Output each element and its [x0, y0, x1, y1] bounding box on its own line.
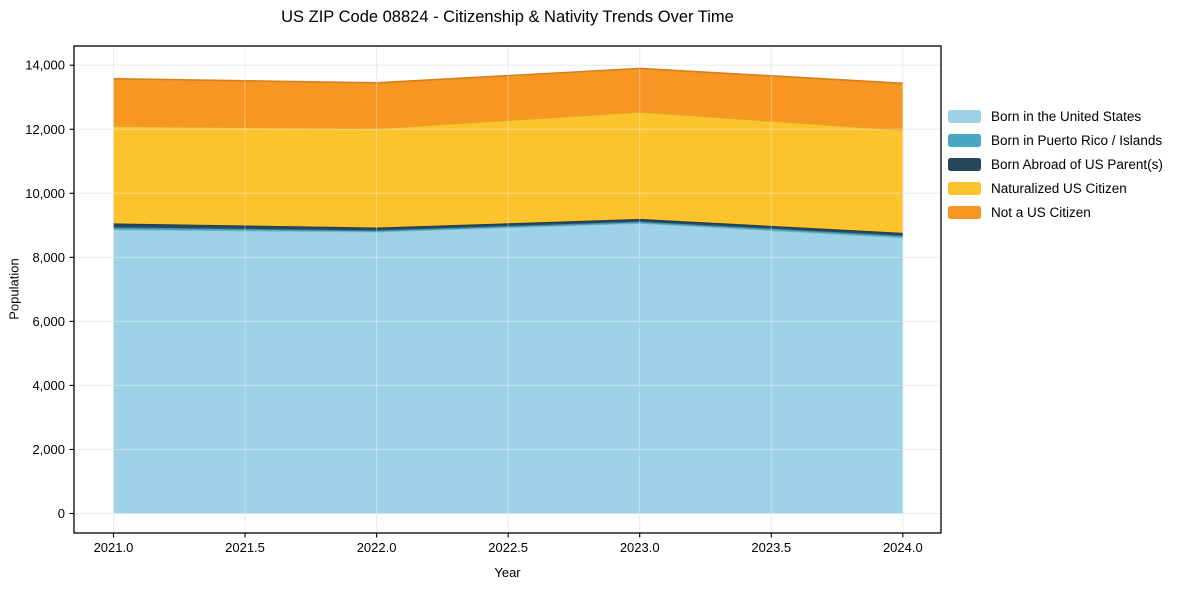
y-tick-label: 12,000	[25, 122, 65, 137]
y-tick-label: 8,000	[32, 250, 65, 265]
area-edge-not-a-us-citizen	[113, 67, 903, 85]
legend-item-label: Not a US Citizen	[991, 204, 1091, 220]
legend-swatch-icon	[948, 181, 981, 195]
legend-item-label: Naturalized US Citizen	[991, 180, 1127, 196]
x-tick-label: 2023.0	[620, 540, 660, 555]
legend-item-born-in-puerto-rico-islands: Born in Puerto Rico / Islands	[948, 128, 1163, 152]
plot-border	[73, 45, 942, 534]
area-not-a-us-citizen	[113, 68, 903, 131]
y-tick-label: 6,000	[32, 314, 65, 329]
x-tick-label: 2023.5	[751, 540, 791, 555]
legend-item-naturalized-us-citizen: Naturalized US Citizen	[948, 176, 1163, 200]
x-tick-label: 2021.0	[94, 540, 134, 555]
y-tick-label: 2,000	[32, 442, 65, 457]
legend-swatch-icon	[948, 109, 981, 123]
y-tick-label: 10,000	[25, 186, 65, 201]
chart-title: US ZIP Code 08824 - Citizenship & Nativi…	[281, 8, 734, 26]
legend-item-label: Born in Puerto Rico / Islands	[991, 132, 1163, 148]
y-tick-label: 0	[58, 506, 65, 521]
y-axis-label: Population	[6, 258, 22, 320]
x-tick-label: 2024.0	[883, 540, 923, 555]
x-tick-label: 2022.0	[357, 540, 397, 555]
legend-item-label: Born in the United States	[991, 108, 1142, 124]
legend-item-not-a-us-citizen: Not a US Citizen	[948, 200, 1163, 224]
y-tick-label: 4,000	[32, 378, 65, 393]
x-tick-label: 2022.5	[488, 540, 528, 555]
legend-swatch-icon	[948, 133, 981, 147]
x-axis-label: Year	[494, 565, 521, 580]
x-tick-label: 2021.5	[225, 540, 265, 555]
legend-swatch-icon	[948, 157, 981, 171]
legend: Born in the United States Born in Puerto …	[948, 104, 1163, 224]
legend-item-born-abroad-of-us-parent-s: Born Abroad of US Parent(s)	[948, 152, 1163, 176]
area-naturalized-us-citizen	[113, 111, 903, 233]
legend-item-born-in-the-united-states: Born in the United States	[948, 104, 1163, 128]
y-tick-label: 14,000	[25, 58, 65, 73]
legend-swatch-icon	[948, 205, 981, 219]
area-born-in-the-united-states	[113, 223, 903, 514]
legend-item-label: Born Abroad of US Parent(s)	[991, 156, 1163, 172]
